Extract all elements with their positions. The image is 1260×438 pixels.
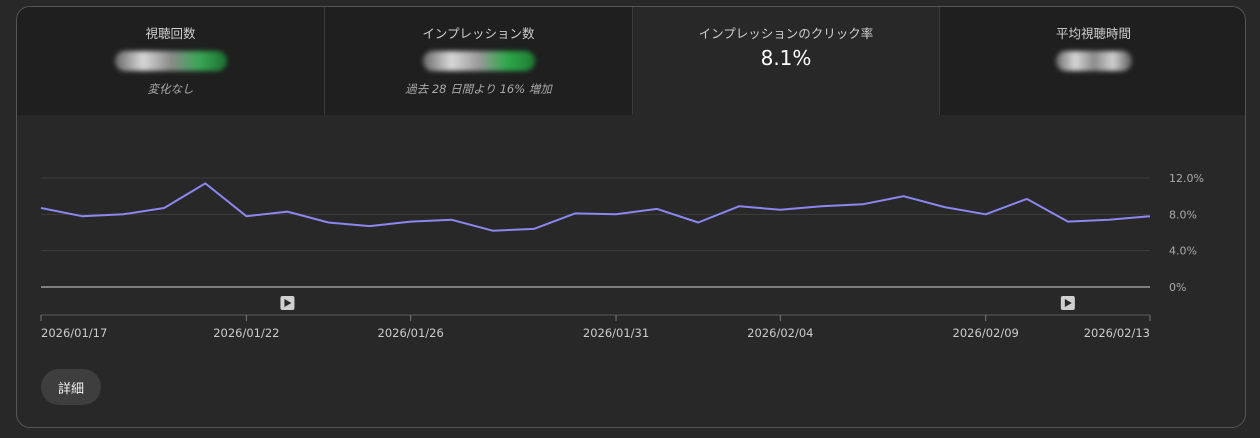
tab-ctr[interactable]: インプレッションのクリック率 8.1% <box>633 7 940 115</box>
metric-tabs: 視聴回数 変化なし インプレッション数 過去 28 日間より 16% 増加 イン… <box>17 7 1245 115</box>
impressions-change: 過去 28 日間より 16% 増加 <box>405 82 552 96</box>
views-change: 変化なし <box>147 82 194 96</box>
x-tick-label: 2026/01/22 <box>213 326 279 340</box>
x-tick-label: 2026/01/26 <box>378 326 444 340</box>
x-tick-label: 2026/01/17 <box>41 326 107 340</box>
ctr-line-chart: 0%4.0%8.0%12.0% 2026/01/17 2026/01/22 2026… <box>40 172 1204 340</box>
views-value-blurred <box>114 51 227 71</box>
y-tick-label: 12.0% <box>1169 172 1204 185</box>
tab-impressions[interactable]: インプレッション数 過去 28 日間より 16% 増加 <box>325 7 633 115</box>
details-button[interactable]: 詳細 <box>41 369 101 405</box>
x-tick-label: 2026/01/31 <box>583 326 649 340</box>
x-axis-ticks: 2026/01/17 2026/01/22 2026/01/26 2026/01/31… <box>40 315 1151 340</box>
video-marker-icon[interactable] <box>1060 296 1075 310</box>
video-markers <box>280 296 1075 310</box>
y-axis-ticks: 0% 4.0% 8.0% 12.0% <box>1169 172 1204 294</box>
views-label: 視聴回数 <box>145 26 196 41</box>
x-tick-label: 2026/02/09 <box>953 326 1019 340</box>
tab-views[interactable]: 視聴回数 変化なし <box>17 7 325 115</box>
chart-grid <box>41 177 1150 316</box>
video-marker-icon[interactable] <box>280 296 295 310</box>
y-tick-label: 4.0% <box>1169 245 1197 258</box>
tab-avg-watch-time[interactable]: 平均視聴時間 <box>940 7 1245 115</box>
x-tick-label: 2026/02/13 <box>1084 326 1150 340</box>
impressions-value-blurred <box>422 51 535 71</box>
y-tick-label: 0% <box>1169 281 1186 294</box>
ctr-value: 8.1% <box>760 46 812 70</box>
ctr-series-line <box>40 182 1151 232</box>
ctr-label: インプレッションのクリック率 <box>698 26 874 41</box>
y-tick-label: 8.0% <box>1169 208 1197 221</box>
avg-watch-label: 平均視聴時間 <box>1055 26 1131 41</box>
analytics-card: 視聴回数 変化なし インプレッション数 過去 28 日間より 16% 増加 イン… <box>16 6 1246 428</box>
avg-watch-value-blurred <box>1055 51 1132 71</box>
impressions-label: インプレッション数 <box>422 26 535 41</box>
x-tick-label: 2026/02/04 <box>747 326 813 340</box>
